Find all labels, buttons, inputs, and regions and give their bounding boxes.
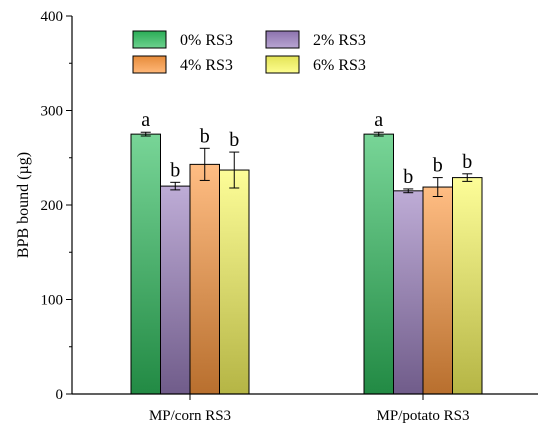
bar-2-0 (189, 163, 220, 395)
legend-item: 6% RS3 (265, 55, 366, 74)
axes: 0 100 200 300 400 MP/corn RS3 MP/potato RS3 (41, 9, 538, 424)
legend-item: 4% RS3 (132, 55, 233, 74)
bar-2-1 (422, 186, 453, 395)
significance-label: b (433, 155, 443, 177)
error-bar-1-1 (403, 188, 414, 194)
legend: 0% RS3 2% RS3 4% RS3 6% RS3 (132, 30, 366, 74)
legend-label: 0% RS3 (180, 32, 233, 49)
legend-swatch (265, 55, 300, 74)
error-bar-3-0 (229, 151, 240, 189)
significance-label: b (170, 159, 180, 181)
legend-label: 2% RS3 (313, 32, 366, 49)
y-tick-label: 200 (41, 198, 64, 214)
legend-item: 2% RS3 (265, 30, 366, 49)
x-tick-label: MP/corn RS3 (149, 408, 231, 424)
legend-item: 0% RS3 (132, 30, 233, 49)
significance-label: b (403, 166, 413, 188)
significance-label: a (141, 109, 150, 131)
error-bar-2-0 (199, 147, 210, 181)
error-bars-layer (140, 131, 473, 197)
bar-3-1 (452, 177, 483, 395)
significance-label: b (200, 125, 210, 147)
bar-0-0 (130, 133, 161, 395)
bars-layer (130, 133, 483, 395)
legend-label: 4% RS3 (180, 57, 233, 74)
error-bar-3-1 (462, 173, 473, 182)
legend-swatch (265, 30, 300, 49)
legend-swatch (132, 30, 167, 49)
y-tick-label: 300 (41, 104, 64, 120)
error-bar-1-0 (170, 181, 181, 191)
y-axis-title: BPB bound (µg) (15, 152, 32, 258)
significance-label: b (462, 151, 472, 173)
error-bar-2-1 (432, 177, 443, 197)
bar-1-1 (393, 190, 424, 395)
significance-label: b (229, 129, 239, 151)
legend-swatch (132, 55, 167, 74)
significance-label: a (374, 109, 383, 131)
legend-label: 6% RS3 (313, 57, 366, 74)
y-tick-label: 100 (41, 293, 64, 309)
error-bar-0-0 (140, 131, 151, 137)
error-bar-0-1 (373, 131, 384, 137)
bar-1-0 (160, 185, 191, 395)
bar-3-0 (219, 169, 250, 395)
bar-0-1 (363, 133, 394, 395)
y-tick-label: 0 (56, 387, 64, 403)
y-tick-label: 400 (41, 9, 64, 25)
x-tick-label: MP/potato RS3 (377, 408, 470, 424)
